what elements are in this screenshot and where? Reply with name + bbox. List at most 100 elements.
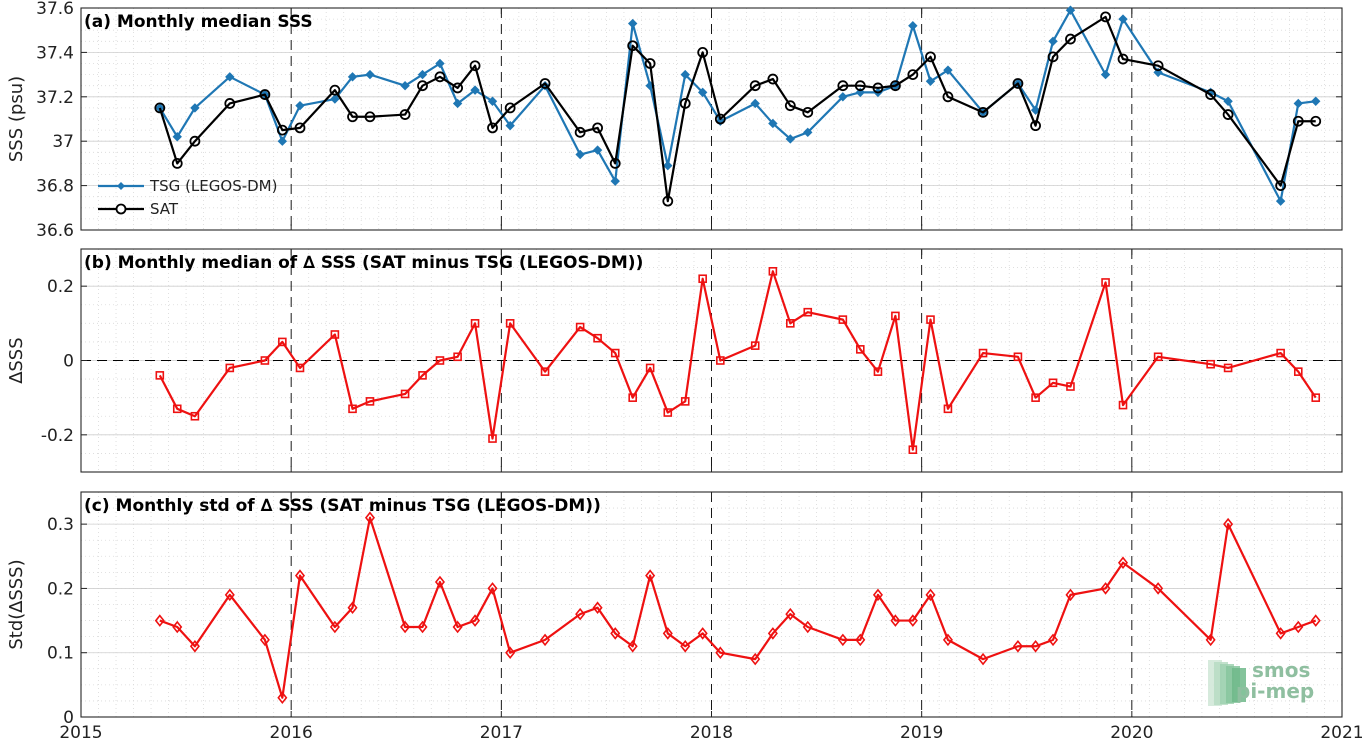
data-point xyxy=(487,122,498,134)
data-point xyxy=(400,389,410,399)
data-point xyxy=(697,47,709,58)
data-point xyxy=(803,127,813,138)
axis-box xyxy=(80,248,1343,473)
y-tick-label: 37.4 xyxy=(36,43,74,63)
data-point xyxy=(592,122,603,134)
series-panel-1-0 xyxy=(155,266,1321,455)
y-tick-label: 0.2 xyxy=(47,579,74,599)
data-point xyxy=(399,109,411,120)
data-point xyxy=(347,111,358,123)
x-tick-label: 2020 xyxy=(1110,723,1153,743)
series-sat xyxy=(154,11,1322,207)
y-tick-label: 36.8 xyxy=(36,177,74,197)
data-point xyxy=(1311,393,1321,402)
data-point xyxy=(768,266,778,276)
data-point xyxy=(575,149,585,160)
data-point xyxy=(365,69,375,80)
data-point xyxy=(155,371,165,380)
data-point xyxy=(1030,640,1041,653)
data-point xyxy=(1101,278,1110,287)
data-point xyxy=(1065,588,1076,602)
y-tick-label: 37.6 xyxy=(36,0,74,19)
data-point xyxy=(330,94,340,104)
data-point xyxy=(1293,98,1303,109)
data-point xyxy=(277,691,288,704)
data-point xyxy=(276,124,288,136)
data-point xyxy=(347,601,358,614)
legend-marker xyxy=(115,203,127,215)
data-point xyxy=(977,106,989,118)
data-point xyxy=(1012,78,1024,89)
y-tick-label: 36.6 xyxy=(36,221,74,241)
data-point xyxy=(1012,640,1023,653)
data-point xyxy=(1047,633,1059,647)
data-point xyxy=(714,113,726,125)
logo-stripe xyxy=(1232,668,1246,702)
series-line xyxy=(158,15,1316,203)
data-point xyxy=(189,135,201,147)
data-point xyxy=(1100,11,1111,23)
data-point xyxy=(575,607,586,621)
data-point xyxy=(663,408,673,417)
y-tick-label: 0.1 xyxy=(47,644,74,664)
data-point xyxy=(1030,105,1041,115)
data-point xyxy=(1205,89,1217,100)
x-tick-label: 2016 xyxy=(270,723,313,743)
data-point xyxy=(907,614,918,627)
data-point xyxy=(225,363,235,373)
data-point xyxy=(1118,400,1128,410)
data-point xyxy=(803,307,813,317)
data-point xyxy=(488,434,497,443)
axis-box xyxy=(80,491,1343,718)
data-point xyxy=(1047,51,1059,63)
data-point xyxy=(679,98,691,109)
y-tick-label: 37 xyxy=(52,132,74,152)
data-point xyxy=(838,315,848,324)
data-point xyxy=(697,87,708,98)
data-point xyxy=(400,620,411,634)
panel-c: 0 0.1 0.2 0.3 2015 2016 2017 2018 2019 2020 2021 St… xyxy=(6,491,1364,743)
data-point xyxy=(943,404,953,414)
data-point xyxy=(329,84,341,96)
data-point xyxy=(891,311,900,321)
data-point xyxy=(1152,60,1164,72)
data-point xyxy=(504,102,516,114)
data-point xyxy=(1223,96,1233,106)
data-point xyxy=(907,69,919,80)
data-point xyxy=(574,126,586,138)
data-point xyxy=(1310,614,1321,627)
data-point xyxy=(1065,33,1076,45)
data-point xyxy=(435,58,445,69)
data-point xyxy=(224,588,235,602)
logo-text-pi-mep: pi-mep xyxy=(1236,679,1314,703)
data-point xyxy=(1205,633,1216,647)
series-panel-2-0 xyxy=(154,511,1321,704)
panel-title: (c) Monthly std of ∆ SSS (SAT minus TSG … xyxy=(84,496,601,516)
data-point xyxy=(452,620,463,634)
data-point xyxy=(1310,115,1322,127)
data-point xyxy=(750,98,760,109)
data-point xyxy=(172,620,183,634)
data-point xyxy=(592,601,603,614)
x-tick-label: 2019 xyxy=(900,723,943,743)
panel-a: 36.6 36.8 37 37.2 37.4 37.6 SSS (psu) (a) Month… xyxy=(6,0,1343,241)
data-point xyxy=(452,82,464,94)
data-point xyxy=(347,72,358,82)
data-point xyxy=(1275,196,1286,206)
data-point xyxy=(715,646,726,659)
data-point xyxy=(854,80,866,92)
data-point xyxy=(417,80,428,92)
data-point xyxy=(575,322,585,332)
data-point xyxy=(539,78,551,89)
data-point xyxy=(1275,180,1287,192)
data-point xyxy=(470,614,481,627)
y-axis-label: SSS (psu) xyxy=(6,76,27,162)
data-point xyxy=(435,356,445,365)
data-point xyxy=(645,363,655,373)
data-point xyxy=(1048,378,1058,388)
data-point xyxy=(400,80,410,91)
data-point xyxy=(154,102,166,114)
x-tick-label: 2017 xyxy=(480,723,523,743)
data-point xyxy=(802,106,814,118)
